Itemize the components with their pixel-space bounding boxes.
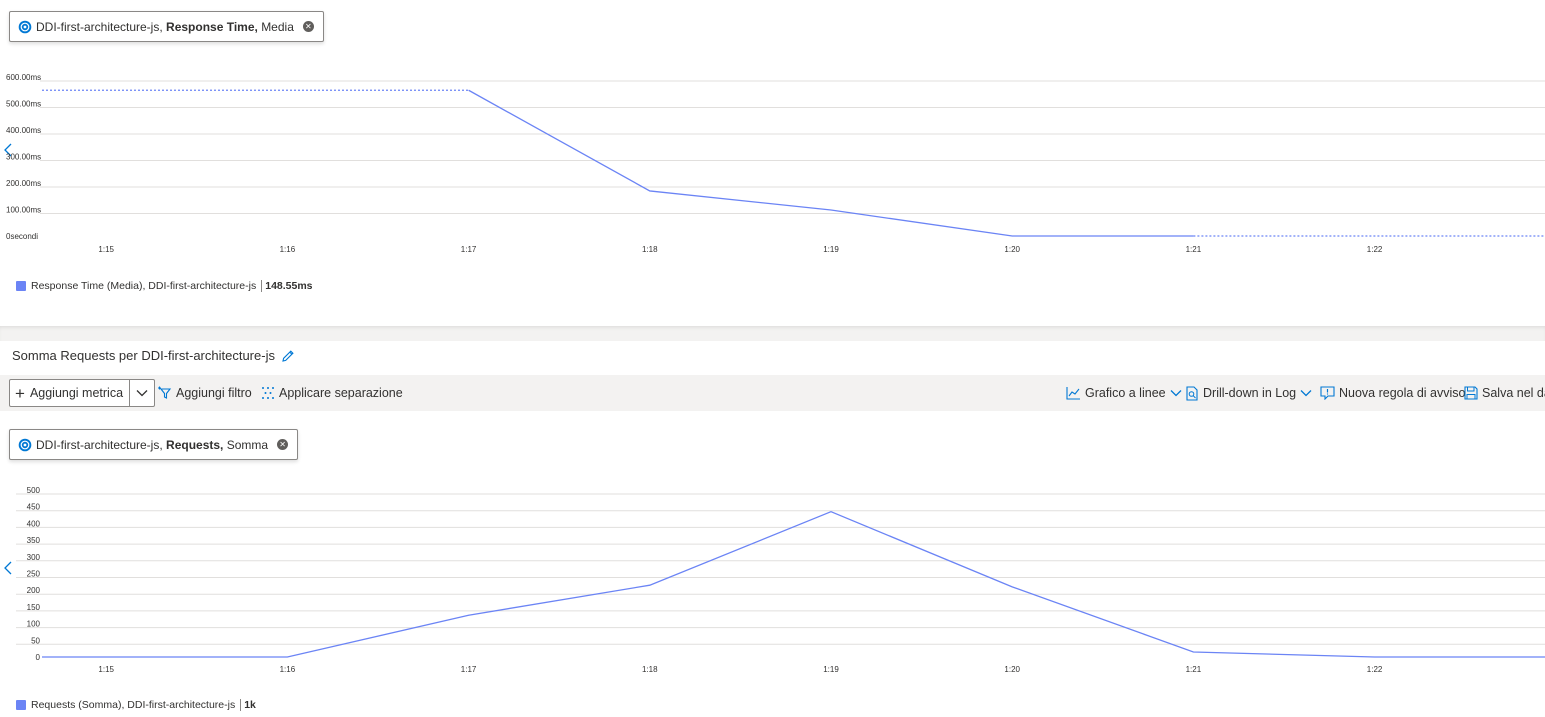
y-tick-label: 450	[27, 503, 41, 512]
y-tick-label: 300	[27, 553, 41, 562]
drill-into-logs-label: Drill-down in Log	[1203, 386, 1297, 400]
y-tick-label: 150	[27, 603, 41, 612]
x-tick-label: 1:22	[1367, 245, 1383, 254]
requests-chart-panel: Somma Requests per DDI-first-architectur…	[0, 341, 1545, 717]
series-line	[468, 89, 1194, 237]
add-metric-split-button[interactable]: + Aggiungi metrica	[9, 379, 156, 407]
add-filter-button[interactable]: Aggiungi filtro	[157, 375, 252, 411]
close-icon[interactable]: ✕	[277, 439, 289, 450]
chevron-left-icon[interactable]	[2, 142, 14, 158]
response-time-line-chart: 0secondi 100.00ms 200.00ms 300.00ms 400.00ms…	[6, 73, 1545, 254]
x-tick-label: 1:19	[823, 245, 839, 254]
pill-metric: Response Time,	[166, 19, 258, 34]
x-tick-label: 1:15	[98, 665, 114, 674]
chart-type-label: Grafico a linee	[1085, 386, 1166, 400]
apply-splitting-button[interactable]: Applicare separazione	[261, 375, 403, 411]
x-tick-label: 1:22	[1367, 665, 1383, 674]
y-tick-label: 100	[27, 620, 41, 629]
y-tick-label: 0	[36, 653, 41, 662]
y-tick-label: 200.00ms	[6, 179, 41, 188]
add-metric-dropdown[interactable]	[130, 380, 154, 406]
y-tick-label: 0secondi	[6, 232, 38, 241]
response-time-chart-panel: DDI-first-architecture-js, Response Time…	[0, 0, 1545, 326]
x-tick-label: 1:16	[280, 665, 296, 674]
legend-swatch	[16, 700, 26, 710]
requests-line-chart: 0 50 100 150 200 250 300 350 400 450 500 1:15 1:16 1:…	[16, 486, 1545, 674]
y-tick-label: 500.00ms	[6, 100, 41, 109]
y-tick-label: 250	[27, 570, 41, 579]
x-tick-label: 1:15	[98, 245, 114, 254]
pill-aggregation: Somma	[226, 437, 269, 452]
line-chart-icon	[1066, 387, 1080, 400]
y-tick-label: 100.00ms	[6, 206, 41, 215]
chevron-left-icon[interactable]	[2, 560, 14, 576]
pill-resource: DDI-first-architecture-js,	[36, 437, 163, 452]
metric-pill-response-time[interactable]: DDI-first-architecture-js, Response Time…	[9, 11, 324, 42]
splitting-icon	[262, 387, 274, 399]
save-to-dashboard-label: Salva nel das	[1482, 386, 1545, 400]
apply-splitting-label: Applicare separazione	[279, 386, 403, 400]
add-metric-label: Aggiungi metrica	[29, 386, 124, 400]
x-tick-label: 1:18	[642, 665, 658, 674]
chart-title: Somma Requests per DDI-first-architectur…	[12, 348, 295, 363]
panel-divider	[0, 326, 1545, 341]
legend-label: Requests (Somma), DDI-first-architecture…	[31, 699, 236, 711]
close-icon[interactable]: ✕	[302, 21, 314, 32]
metrics-toolbar: + Aggiungi metrica Aggiungi filtro Appli…	[0, 375, 1545, 411]
pencil-icon[interactable]	[281, 349, 295, 363]
y-tick-label: 350	[27, 536, 41, 545]
y-tick-label: 200	[27, 586, 41, 595]
x-tick-label: 1:19	[823, 665, 839, 674]
x-tick-label: 1:18	[642, 245, 658, 254]
x-tick-label: 1:20	[1004, 665, 1020, 674]
logs-icon	[1186, 385, 1198, 401]
pill-aggregation: Media	[261, 19, 294, 34]
y-tick-label: 400.00ms	[6, 126, 41, 135]
x-tick-label: 1:17	[461, 245, 477, 254]
pill-resource: DDI-first-architecture-js,	[36, 19, 163, 34]
chart-legend[interactable]: Requests (Somma), DDI-first-architecture…	[16, 699, 256, 711]
legend-value: 148.55ms	[265, 280, 313, 292]
legend-swatch	[16, 281, 26, 291]
series-line	[42, 511, 1545, 658]
new-alert-rule-label: Nuova regola di avviso	[1339, 386, 1466, 400]
chart-legend[interactable]: Response Time (Media), DDI-first-archite…	[16, 280, 313, 292]
plus-icon: +	[15, 383, 25, 403]
legend-label: Response Time (Media), DDI-first-archite…	[31, 280, 257, 292]
y-tick-label: 500	[27, 486, 41, 495]
y-tick-label: 300.00ms	[6, 153, 41, 162]
x-tick-label: 1:21	[1186, 245, 1202, 254]
metric-pill-requests[interactable]: DDI-first-architecture-js, Requests, Som…	[9, 429, 299, 460]
y-tick-label: 400	[27, 519, 41, 528]
chevron-down-icon	[1300, 390, 1312, 397]
x-tick-label: 1:17	[461, 665, 477, 674]
save-to-dashboard-button[interactable]: Salva nel das	[1464, 375, 1545, 411]
x-tick-label: 1:21	[1186, 665, 1202, 674]
y-tick-label: 600.00ms	[6, 73, 41, 82]
chart-type-dropdown[interactable]: Grafico a linee	[1066, 375, 1182, 411]
y-tick-label: 50	[31, 636, 40, 645]
add-filter-label: Aggiungi filtro	[176, 386, 252, 400]
filter-icon	[158, 386, 172, 399]
alert-icon	[1320, 386, 1335, 400]
pill-metric: Requests,	[166, 437, 224, 452]
x-tick-label: 1:16	[280, 245, 296, 254]
add-metric-button[interactable]: + Aggiungi metrica	[10, 380, 131, 406]
chart-title-text: Somma Requests per DDI-first-architectur…	[12, 348, 275, 363]
new-alert-rule-button[interactable]: Nuova regola di avviso	[1320, 375, 1465, 411]
chevron-down-icon	[1170, 390, 1182, 397]
drill-into-logs-dropdown[interactable]: Drill-down in Log	[1185, 375, 1312, 411]
app-insights-icon	[18, 438, 32, 451]
x-tick-label: 1:20	[1004, 245, 1020, 254]
app-insights-icon	[18, 20, 32, 33]
save-icon	[1464, 386, 1478, 400]
legend-value: 1k	[244, 699, 256, 711]
chevron-down-icon	[136, 390, 148, 397]
